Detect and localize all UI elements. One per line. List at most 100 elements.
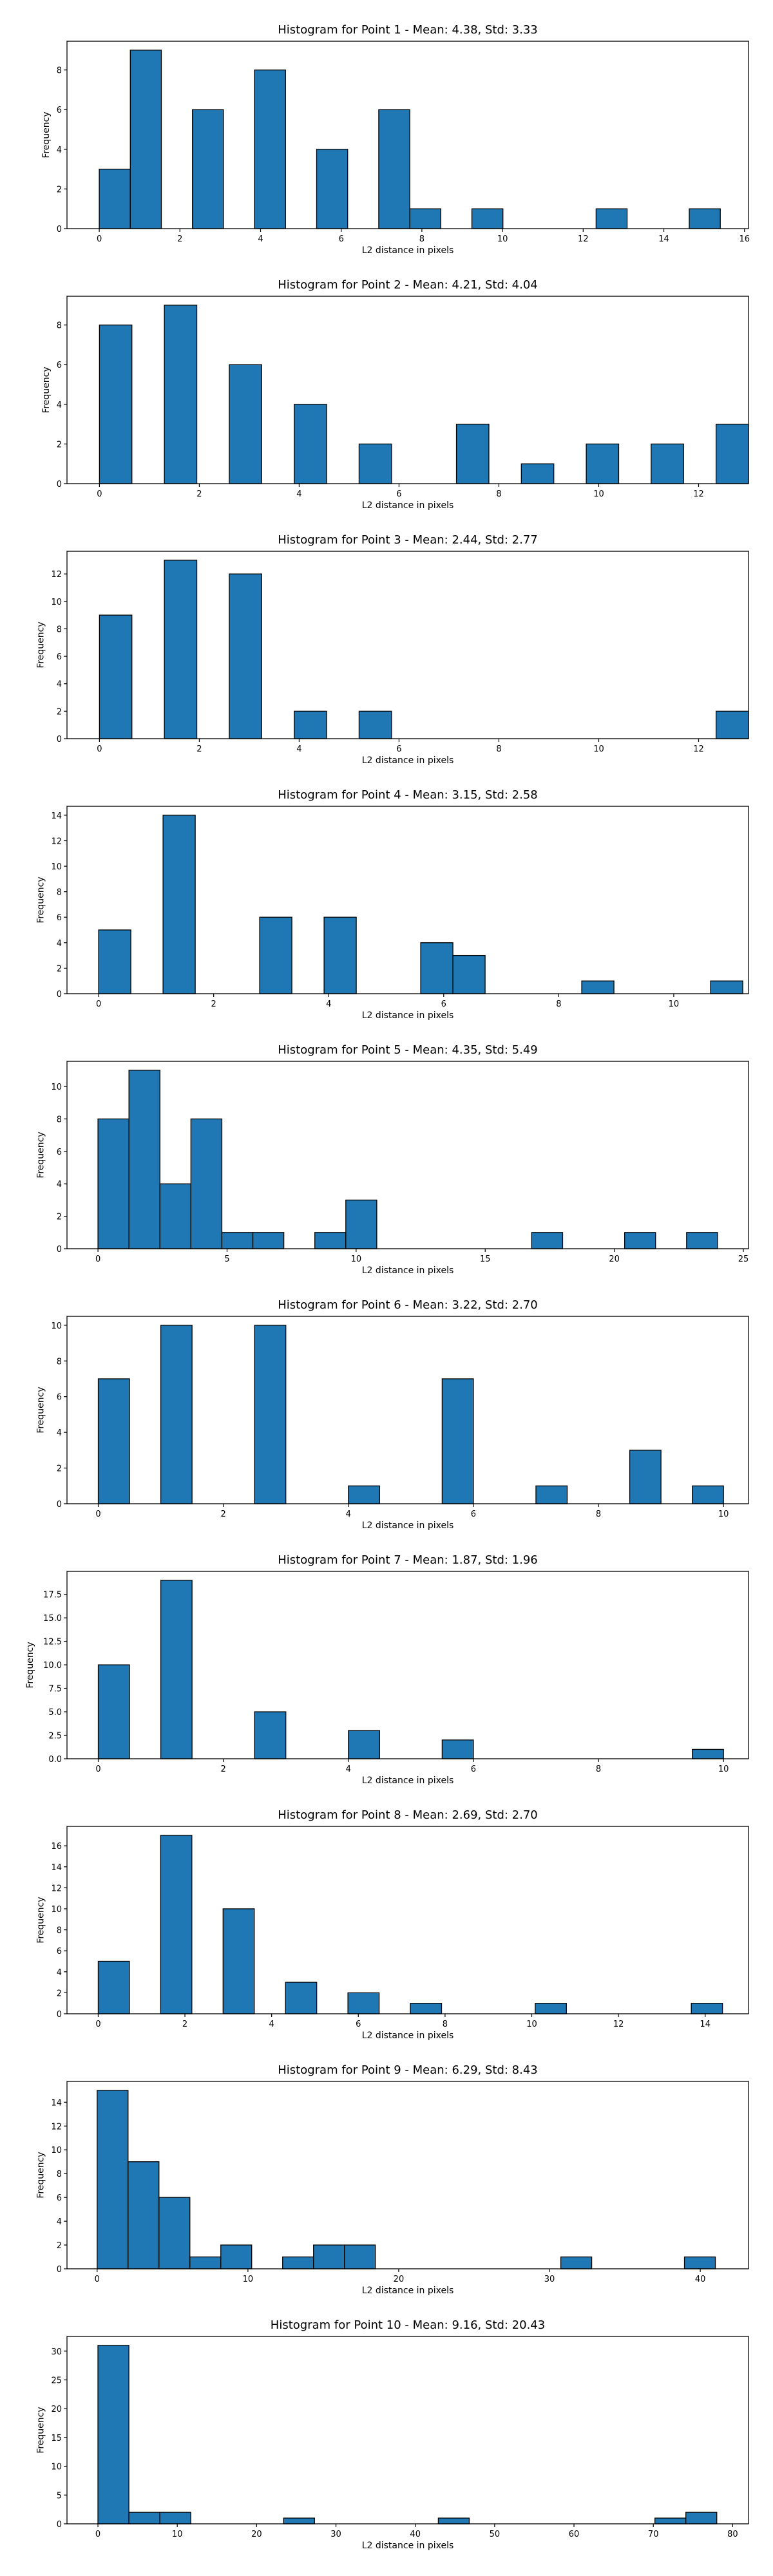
- x-axis-label: L2 distance in pixels: [362, 2541, 454, 2550]
- x-tick-label: 2: [177, 234, 182, 244]
- y-tick-label: 2: [57, 2241, 62, 2251]
- x-tick-label: 2: [196, 489, 202, 499]
- plot-frame: [66, 1316, 749, 1504]
- y-tick-label: 2: [57, 707, 62, 717]
- y-tick-label: 0: [57, 2010, 62, 2020]
- histogram-bar: [437, 2517, 470, 2524]
- x-tick-label: 8: [596, 1765, 601, 1774]
- x-tick-label: 10: [718, 1510, 729, 1519]
- x-tick-label: 6: [471, 1510, 476, 1519]
- histogram-svg-8: Histogram for Point 8 - Mean: 2.69, Std:…: [36, 1808, 749, 2040]
- plot-frame: [66, 2336, 749, 2524]
- y-tick-label: 8: [57, 888, 62, 898]
- histogram-bar: [344, 2244, 376, 2269]
- histogram-panel-10: Histogram for Point 10 - Mean: 9.16, Std…: [0, 2295, 773, 2550]
- histogram-svg-4: Histogram for Point 4 - Mean: 3.15, Std:…: [36, 788, 749, 1020]
- x-tick-label: 10: [351, 1255, 362, 1264]
- x-tick-label: 10: [243, 2275, 254, 2284]
- y-tick-label: 4: [57, 146, 62, 155]
- histogram-bar: [654, 2517, 687, 2524]
- x-tick-label: 15: [480, 1255, 491, 1264]
- x-tick-label: 20: [609, 1255, 620, 1264]
- y-tick-label: 10: [51, 2146, 62, 2155]
- histogram-bar: [347, 1992, 380, 2014]
- chart-title: Histogram for Point 1 - Mean: 4.38, Std:…: [278, 23, 538, 37]
- histogram-bar: [252, 1232, 285, 1249]
- y-tick-label: 0.0: [48, 1755, 62, 1765]
- x-tick-label: 2: [196, 744, 202, 754]
- x-axis-label: L2 distance in pixels: [362, 1010, 454, 1020]
- y-tick-label: 4: [57, 2217, 62, 2227]
- histogram-panel-1: Histogram for Point 1 - Mean: 4.38, Std:…: [0, 0, 773, 255]
- y-axis-label: Frequency: [36, 1132, 46, 1178]
- y-tick-label: 8: [57, 1357, 62, 1367]
- y-axis-label: Frequency: [41, 366, 52, 413]
- histogram-bar: [285, 1982, 318, 2014]
- x-tick-label: 12: [578, 234, 589, 244]
- x-tick-label: 0: [95, 2020, 100, 2029]
- chart-title: Histogram for Point 3 - Mean: 2.44, Std:…: [278, 533, 538, 547]
- y-tick-label: 8: [57, 625, 62, 634]
- y-tick-label: 8: [57, 66, 62, 76]
- plot-frame: [66, 2081, 749, 2269]
- histogram-bar: [159, 2512, 191, 2524]
- y-tick-label: 6: [57, 2193, 62, 2203]
- histogram-bar: [128, 2512, 160, 2524]
- x-tick-label: 8: [419, 234, 425, 244]
- histogram-panel-2: Histogram for Point 2 - Mean: 4.21, Std:…: [0, 255, 773, 510]
- histogram-bar: [259, 916, 292, 994]
- y-tick-label: 2: [57, 1213, 62, 1222]
- y-tick-label: 10: [51, 862, 62, 872]
- histogram-bar: [190, 1118, 223, 1249]
- histogram-svg-9: Histogram for Point 9 - Mean: 6.29, Std:…: [36, 2063, 749, 2295]
- histogram-bar: [455, 423, 490, 484]
- x-tick-label: 70: [648, 2530, 659, 2539]
- x-tick-label: 25: [738, 1255, 749, 1264]
- histogram-bar: [221, 1232, 254, 1249]
- histogram-bar: [689, 208, 721, 229]
- histogram-bar: [624, 1232, 656, 1249]
- histogram-panel-6: Histogram for Point 6 - Mean: 3.22, Std:…: [0, 1275, 773, 1530]
- histogram-bar: [192, 109, 224, 229]
- histogram-bar: [229, 364, 262, 484]
- y-axis-label: Frequency: [36, 1387, 46, 1433]
- histogram-bar: [159, 1183, 192, 1249]
- histogram-bar: [99, 168, 131, 229]
- x-tick-label: 4: [296, 744, 301, 754]
- histogram-bar: [129, 50, 162, 229]
- y-tick-label: 2: [57, 185, 62, 194]
- histogram-bar: [535, 1485, 568, 1504]
- histogram-bar: [220, 2244, 253, 2269]
- chart-title: Histogram for Point 6 - Mean: 3.22, Std:…: [278, 1298, 538, 1312]
- x-tick-label: 0: [95, 1255, 100, 1264]
- y-tick-label: 10: [51, 1905, 62, 1915]
- y-axis-label: Frequency: [25, 1642, 35, 1688]
- y-tick-label: 6: [57, 1947, 62, 1956]
- histogram-bar: [160, 1580, 193, 1759]
- histogram-bar: [471, 208, 504, 229]
- y-tick-label: 4: [57, 1180, 62, 1189]
- histogram-bar: [162, 815, 196, 994]
- x-axis-label: L2 distance in pixels: [362, 1265, 454, 1275]
- histogram-bar: [189, 2256, 222, 2269]
- histogram-bar: [99, 614, 133, 739]
- y-axis-label: Frequency: [36, 2407, 46, 2453]
- histogram-bar: [164, 305, 198, 484]
- histogram-svg-2: Histogram for Point 2 - Mean: 4.21, Std:…: [41, 278, 749, 510]
- x-tick-label: 4: [296, 489, 301, 499]
- histogram-bar: [691, 1485, 724, 1504]
- y-tick-label: 2.5: [48, 1732, 62, 1741]
- y-tick-label: 0: [57, 2265, 62, 2275]
- y-tick-label: 14: [51, 2098, 62, 2108]
- histogram-bar: [409, 208, 441, 229]
- histogram-bar: [348, 1485, 380, 1504]
- x-tick-label: 50: [490, 2530, 501, 2539]
- plot-frame: [66, 551, 749, 739]
- x-axis-label: L2 distance in pixels: [362, 500, 454, 510]
- histogram-bar: [97, 2090, 129, 2269]
- y-tick-label: 4: [57, 1428, 62, 1438]
- x-axis-label: L2 distance in pixels: [362, 245, 454, 255]
- x-tick-label: 0: [96, 999, 101, 1009]
- y-tick-label: 12: [51, 570, 62, 580]
